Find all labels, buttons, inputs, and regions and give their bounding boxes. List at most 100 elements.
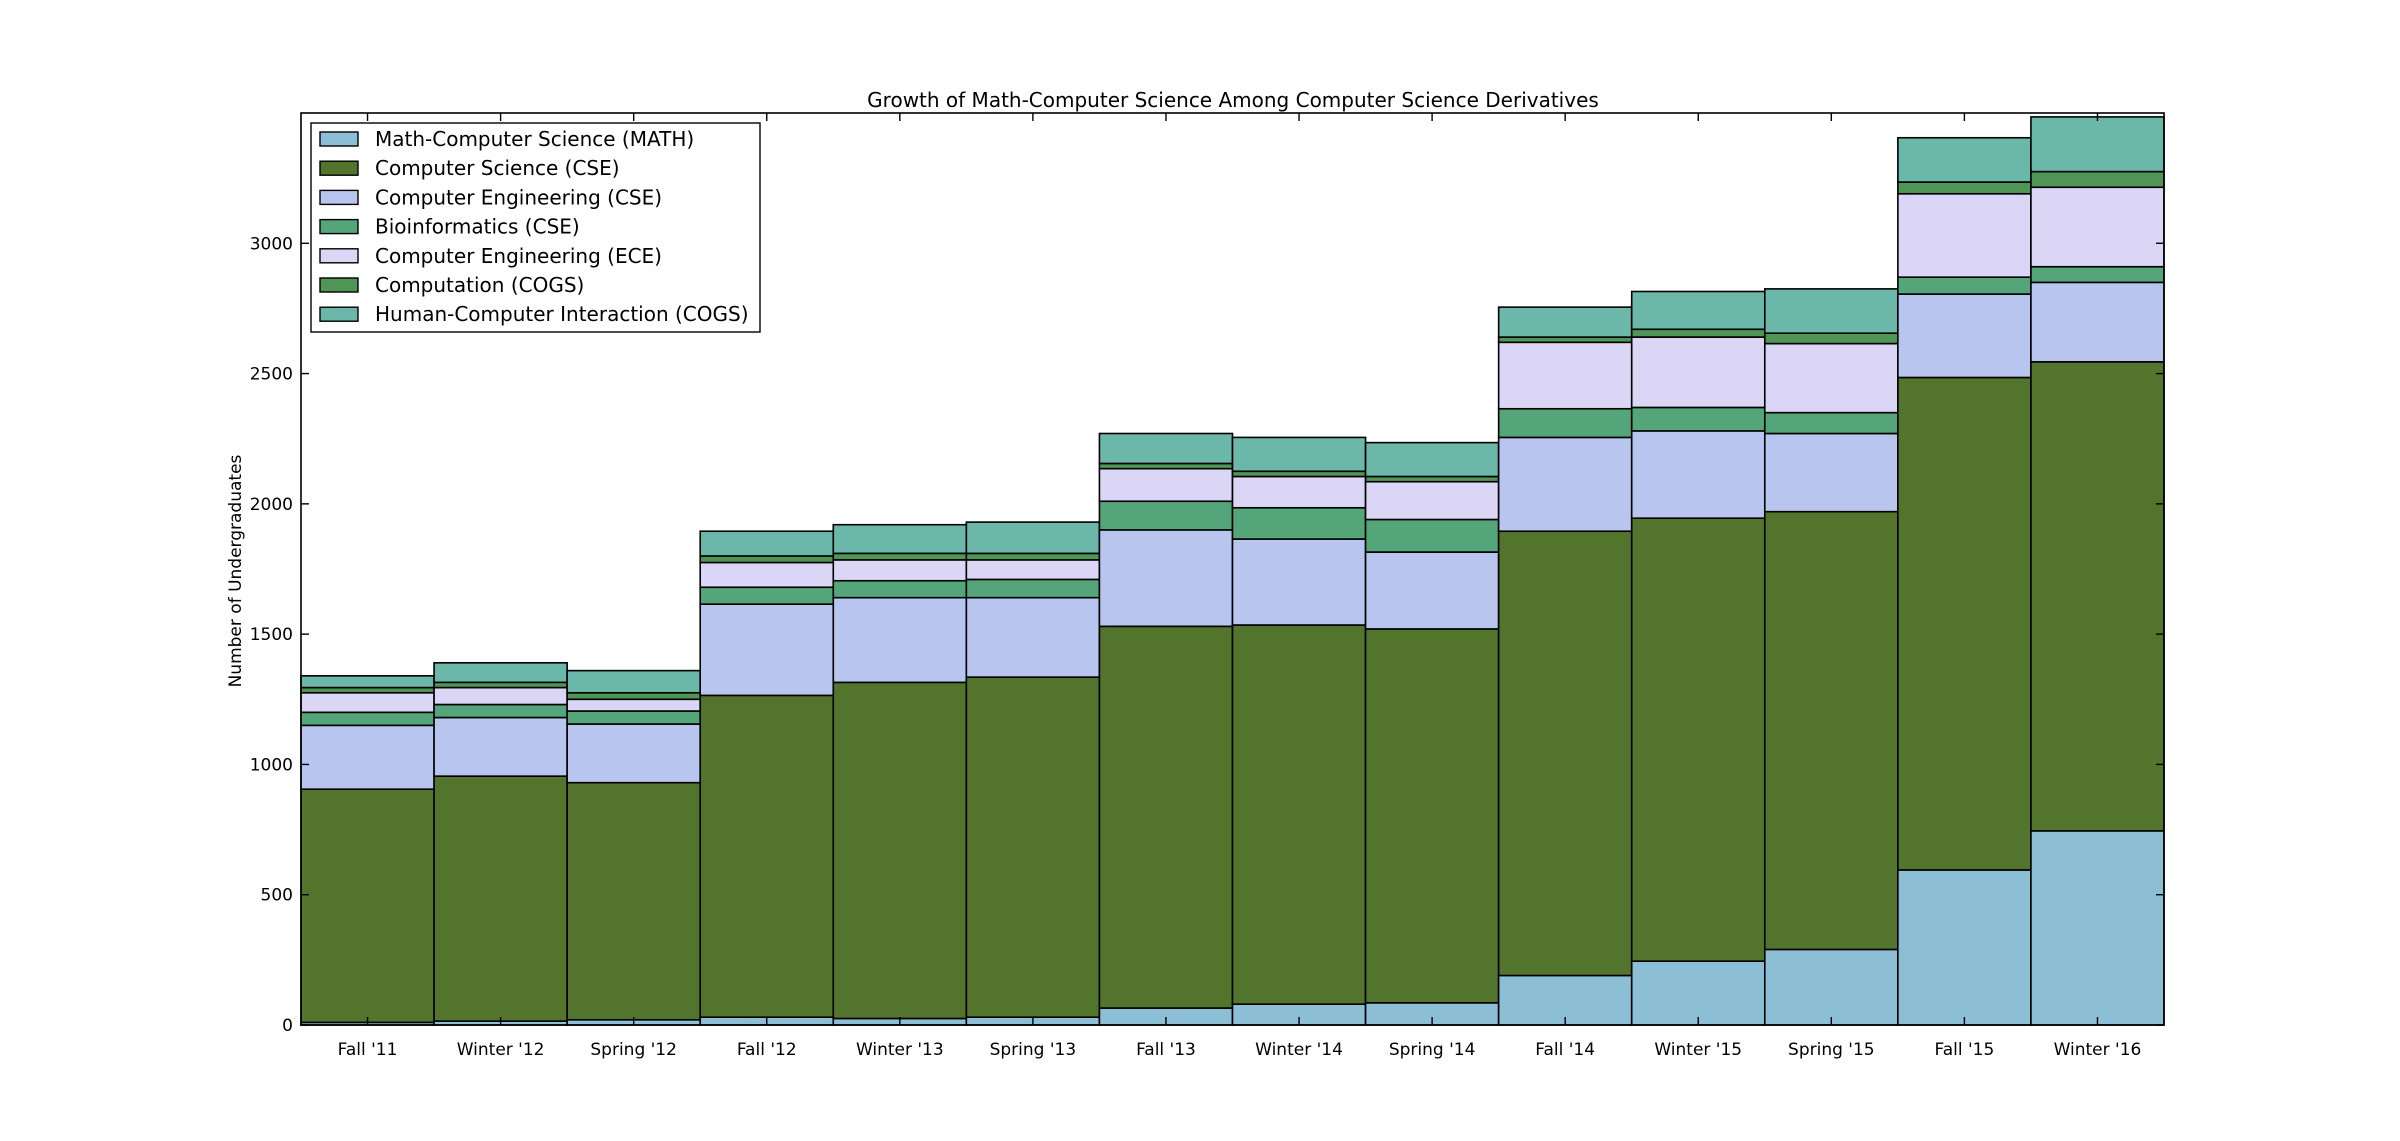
bar-segment-computer-science-cse-fall-15 [1897, 376, 2032, 871]
bar-segment-computer-engineering-cse-fall-15 [1897, 293, 2032, 379]
bar-segment-human-computer-interaction-cogs-spring-12 [566, 669, 702, 694]
legend-label-computer-engineering-cse: Computer Engineering (CSE) [375, 185, 662, 209]
legend-swatch-computation-cogs [319, 277, 359, 293]
bar-segment-bioinformatics-cse-spring-14 [1364, 518, 1500, 553]
legend-box [310, 122, 761, 333]
bar-segment-computer-engineering-cse-fall-11 [300, 724, 435, 790]
bar-segment-computer-engineering-cse-fall-14 [1497, 436, 1633, 533]
y-tick-label: 2500 [250, 365, 293, 385]
bar-segment-computation-cogs-spring-13 [965, 552, 1101, 561]
legend-swatch-computer-engineering-cse [319, 189, 359, 206]
bar-segment-computer-engineering-ece-winter-15 [1630, 336, 1766, 409]
bar-segment-computer-engineering-ece-spring-15 [1763, 342, 1899, 414]
x-tick-label: Spring '12 [590, 1040, 677, 1060]
legend-swatch-computer-engineering-ece [319, 248, 359, 264]
x-tick-label: Winter '16 [2054, 1040, 2142, 1060]
y-tick-label: 3000 [250, 234, 293, 254]
bar-segment-computation-cogs-spring-12 [566, 691, 702, 701]
bar-segment-human-computer-interaction-cogs-winter-14 [1231, 436, 1367, 473]
bar-segment-computer-science-cse-fall-11 [300, 788, 435, 1024]
bar-segment-computer-engineering-cse-winter-15 [1630, 430, 1766, 519]
bar-segment-computer-science-cse-fall-13 [1098, 625, 1234, 1009]
bar-segment-math-computer-science-math-spring-15 [1763, 948, 1899, 1026]
bar-segment-computer-engineering-cse-fall-13 [1098, 529, 1234, 628]
x-tick-label: Fall '11 [338, 1040, 398, 1060]
bar-segment-human-computer-interaction-cogs-fall-11 [300, 675, 435, 689]
legend-label-human-computer-interaction-cogs: Human-Computer Interaction (COGS) [375, 302, 749, 326]
bar-segment-computation-cogs-fall-15 [1897, 181, 2032, 195]
bar-segment-computer-engineering-ece-fall-14 [1497, 341, 1633, 410]
legend-label-computer-engineering-ece: Computer Engineering (ECE) [375, 244, 662, 268]
bar-segment-computation-cogs-winter-13 [832, 552, 968, 561]
bar-segment-bioinformatics-cse-spring-12 [566, 710, 702, 725]
bar-segment-computer-engineering-cse-winter-13 [832, 596, 968, 684]
bar-segment-bioinformatics-cse-fall-11 [300, 711, 435, 727]
bar-segment-computer-engineering-cse-spring-14 [1364, 551, 1500, 630]
bar-segment-computer-engineering-cse-winter-14 [1231, 538, 1367, 626]
bar-segment-computer-engineering-ece-fall-11 [300, 691, 435, 714]
y-tick-label: 500 [261, 886, 293, 906]
x-tick-label: Winter '12 [457, 1040, 545, 1060]
bar-segment-computer-engineering-ece-winter-13 [832, 559, 968, 582]
legend: Math-Computer Science (MATH) Computer Sci… [310, 122, 761, 333]
bar-segment-computer-engineering-ece-fall-15 [1897, 192, 2032, 278]
bar-segment-computer-engineering-ece-winter-16 [2030, 186, 2165, 268]
bar-segment-computer-engineering-ece-winter-14 [1231, 475, 1367, 509]
bar-segment-computation-cogs-fall-12 [699, 555, 835, 564]
x-tick-label: Spring '13 [990, 1040, 1077, 1060]
chart-title: Growth of Math-Computer Science Among Co… [867, 88, 1599, 112]
bar-segment-bioinformatics-cse-fall-13 [1098, 500, 1234, 531]
bar-segment-computer-science-cse-spring-15 [1763, 510, 1899, 951]
plot-frame [300, 112, 2165, 1026]
legend-swatch-bioinformatics-cse [319, 218, 359, 235]
legend-label-computation-cogs: Computation (COGS) [375, 273, 584, 297]
bar-segment-computer-engineering-cse-spring-12 [566, 723, 702, 784]
bar-segment-bioinformatics-cse-winter-14 [1231, 506, 1367, 540]
bar-segment-bioinformatics-cse-fall-15 [1897, 276, 2032, 295]
bar-segment-bioinformatics-cse-winter-16 [2030, 265, 2165, 284]
bar-segment-computer-engineering-cse-spring-13 [965, 596, 1101, 678]
legend-label-bioinformatics-cse: Bioinformatics (CSE) [375, 215, 580, 239]
bar-segment-computer-engineering-ece-spring-14 [1364, 480, 1500, 521]
y-tick-label: 1500 [250, 625, 293, 645]
bar-segment-bioinformatics-cse-spring-15 [1763, 411, 1899, 435]
bar-segment-math-computer-science-math-winter-16 [2030, 830, 2165, 1026]
bar-segment-bioinformatics-cse-winter-12 [433, 703, 568, 719]
bar-segment-computer-science-cse-winter-13 [832, 681, 968, 1020]
bar-segment-computer-engineering-ece-spring-13 [965, 559, 1101, 581]
bar-segment-computer-engineering-ece-fall-13 [1098, 467, 1234, 503]
bar-segment-human-computer-interaction-cogs-winter-16 [2030, 116, 2165, 173]
x-tick-label: Spring '14 [1389, 1040, 1476, 1060]
bar-segment-human-computer-interaction-cogs-fall-12 [699, 530, 835, 557]
legend-swatch-computer-science-cse [319, 160, 359, 176]
bar-segment-computer-science-cse-spring-14 [1364, 628, 1500, 1004]
bar-segment-computer-science-cse-winter-14 [1231, 624, 1367, 1005]
bar-segment-human-computer-interaction-cogs-winter-15 [1630, 290, 1766, 331]
bar-segment-computer-science-cse-winter-12 [433, 775, 568, 1022]
x-tick-label: Winter '13 [856, 1040, 944, 1060]
x-tick-label: Fall '14 [1535, 1040, 1595, 1060]
bar-segment-bioinformatics-cse-winter-15 [1630, 406, 1766, 432]
bar-segment-human-computer-interaction-cogs-fall-14 [1497, 306, 1633, 338]
bar-segment-human-computer-interaction-cogs-fall-13 [1098, 432, 1234, 465]
legend-swatch-human-computer-interaction-cogs [319, 306, 359, 322]
bar-segment-bioinformatics-cse-spring-13 [965, 578, 1101, 599]
y-tick-label: 0 [282, 1016, 293, 1036]
bar-segment-computer-science-cse-fall-12 [699, 694, 835, 1018]
x-tick-label: Winter '15 [1654, 1040, 1742, 1060]
bar-segment-computer-engineering-cse-fall-12 [699, 603, 835, 697]
y-axis-label: Number of Undergraduates [226, 454, 246, 687]
bar-segment-human-computer-interaction-cogs-spring-13 [965, 521, 1101, 555]
bar-segment-computation-cogs-spring-15 [1763, 332, 1899, 345]
bar-segment-computer-engineering-ece-spring-12 [566, 698, 702, 712]
x-tick-label: Fall '12 [737, 1040, 797, 1060]
bar-segment-human-computer-interaction-cogs-winter-13 [832, 523, 968, 555]
bar-segment-bioinformatics-cse-fall-12 [699, 586, 835, 605]
bar-segment-computer-engineering-cse-spring-15 [1763, 432, 1899, 513]
bar-segment-computer-science-cse-spring-13 [965, 676, 1101, 1018]
bar-segment-human-computer-interaction-cogs-winter-12 [433, 662, 568, 684]
bar-segment-computer-science-cse-fall-14 [1497, 530, 1633, 977]
bar-segment-computer-engineering-cse-winter-12 [433, 716, 568, 777]
bar-segment-computation-cogs-winter-16 [2030, 170, 2165, 189]
